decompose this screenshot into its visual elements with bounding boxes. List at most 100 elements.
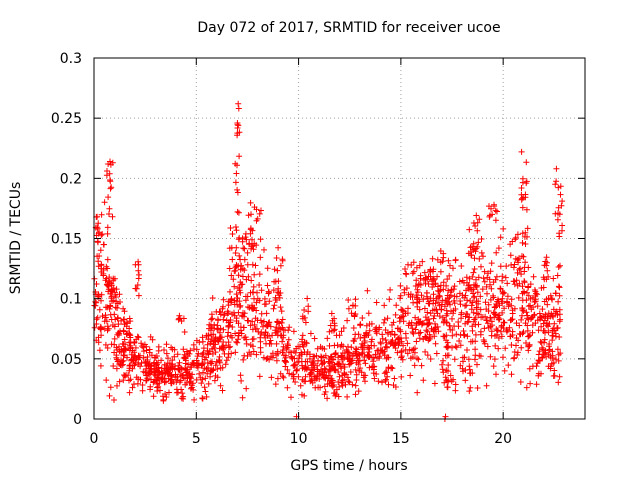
data-point (233, 291, 240, 298)
data-point (362, 372, 369, 379)
data-point (274, 375, 281, 382)
data-point (433, 350, 440, 357)
data-point (279, 316, 286, 323)
data-point (519, 330, 526, 337)
data-point (266, 356, 273, 363)
data-point (289, 371, 295, 378)
data-point (371, 342, 378, 349)
data-point (353, 377, 360, 383)
data-point (161, 347, 167, 353)
data-point (254, 215, 261, 222)
data-point (234, 208, 241, 215)
x-tick-label: 5 (192, 431, 201, 447)
data-point (231, 283, 238, 290)
data-point (494, 208, 500, 215)
data-point (478, 263, 484, 270)
data-point (451, 297, 457, 304)
data-point (243, 340, 250, 347)
data-point (420, 377, 427, 384)
data-point (121, 321, 128, 327)
data-point (253, 351, 260, 358)
data-point (116, 343, 122, 350)
data-point (471, 266, 478, 272)
data-point (99, 313, 106, 320)
data-point (175, 316, 182, 323)
data-point (537, 338, 544, 345)
data-point (346, 379, 353, 386)
data-point (444, 295, 451, 302)
data-point (111, 341, 118, 348)
data-point (452, 387, 459, 394)
data-point (542, 258, 549, 265)
data-point (382, 378, 389, 384)
data-point (247, 199, 254, 206)
data-point (501, 319, 508, 326)
data-point (424, 321, 431, 328)
data-point (290, 362, 297, 369)
data-point (460, 358, 466, 365)
data-point (127, 318, 134, 325)
data-point (284, 384, 291, 391)
data-point (291, 361, 298, 368)
data-point (528, 314, 535, 321)
data-point (252, 262, 259, 269)
data-point (113, 365, 120, 372)
data-point (108, 282, 115, 289)
data-point (366, 327, 373, 334)
data-point (513, 342, 519, 349)
data-point (224, 333, 231, 340)
data-point (472, 356, 478, 363)
data-point (207, 323, 214, 329)
data-point (326, 342, 333, 349)
data-point (301, 378, 308, 385)
data-point (237, 262, 244, 269)
data-point (452, 343, 459, 350)
data-point (410, 268, 417, 275)
data-point (188, 382, 195, 389)
data-point (540, 327, 547, 334)
data-point (311, 377, 318, 384)
data-point (305, 308, 312, 315)
data-point (257, 330, 264, 337)
data-point (335, 354, 342, 361)
data-point (151, 359, 158, 366)
data-point (116, 378, 123, 385)
data-point (164, 370, 171, 377)
data-point (487, 353, 494, 360)
data-point (116, 291, 123, 298)
data-point (228, 272, 235, 279)
data-point (111, 397, 117, 403)
data-point (207, 359, 214, 366)
data-point (531, 299, 538, 305)
data-point (111, 289, 118, 296)
data-point (427, 334, 434, 341)
data-point (436, 293, 443, 300)
data-point (225, 354, 232, 361)
data-point (446, 323, 453, 329)
data-point (190, 341, 197, 348)
data-point (503, 263, 510, 270)
data-point (229, 311, 235, 318)
data-point (219, 364, 226, 371)
data-point (394, 349, 401, 356)
data-point (553, 165, 560, 172)
data-point (538, 285, 545, 291)
data-point (443, 282, 450, 289)
data-point (531, 287, 538, 293)
data-point (163, 350, 170, 357)
data-point (340, 325, 347, 331)
data-point (398, 353, 405, 360)
data-point (270, 287, 277, 294)
data-point (121, 372, 127, 378)
data-point (505, 362, 512, 369)
data-point (518, 185, 525, 191)
data-point (234, 189, 241, 196)
data-point (146, 367, 153, 374)
data-point (369, 354, 375, 361)
data-point (391, 332, 398, 338)
data-point (474, 361, 480, 368)
data-point (273, 324, 280, 331)
data-point (495, 245, 502, 252)
data-point (559, 198, 566, 205)
data-point (447, 262, 453, 269)
